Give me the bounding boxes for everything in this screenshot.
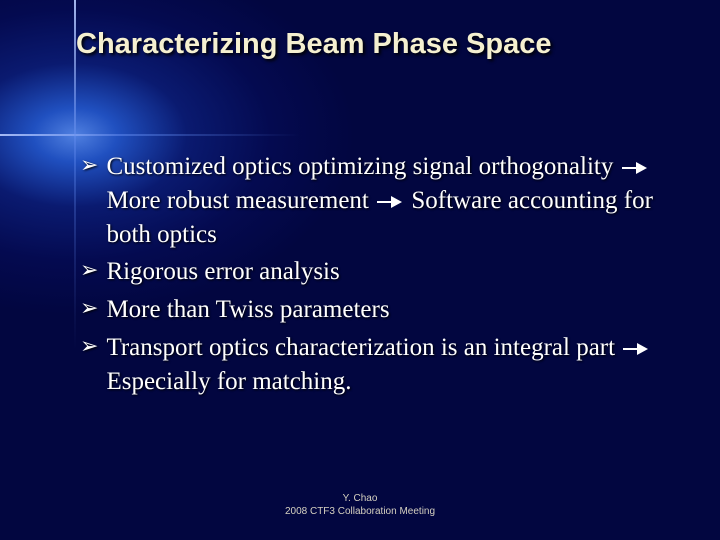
footer-meeting: 2008 CTF3 Collaboration Meeting [0,505,720,518]
bullet-marker-icon: ➢ [80,293,98,323]
bullet-marker-icon: ➢ [80,331,98,361]
arrow-icon [623,343,649,355]
slide-footer: Y. Chao 2008 CTF3 Collaboration Meeting [0,492,720,518]
arrow-icon [377,196,403,208]
bullet-item: ➢ Transport optics characterization is an… [80,331,685,399]
bullet-text: Transport optics characterization is an … [106,331,685,399]
slide-title: Characterizing Beam Phase Space [76,28,680,61]
bullet-marker-icon: ➢ [80,255,98,285]
bullet-text: Rigorous error analysis [106,255,685,289]
bullet-item: ➢ More than Twiss parameters [80,293,685,327]
bullet-list: ➢ Customized optics optimizing signal ort… [80,150,685,402]
footer-author: Y. Chao [0,492,720,505]
lens-flare-horizontal [0,134,300,136]
bullet-text: Customized optics optimizing signal orth… [106,150,685,251]
bullet-item: ➢ Customized optics optimizing signal ort… [80,150,685,251]
bullet-text: More than Twiss parameters [106,293,685,327]
bullet-marker-icon: ➢ [80,150,98,180]
arrow-icon [622,162,648,174]
bullet-item: ➢ Rigorous error analysis [80,255,685,289]
